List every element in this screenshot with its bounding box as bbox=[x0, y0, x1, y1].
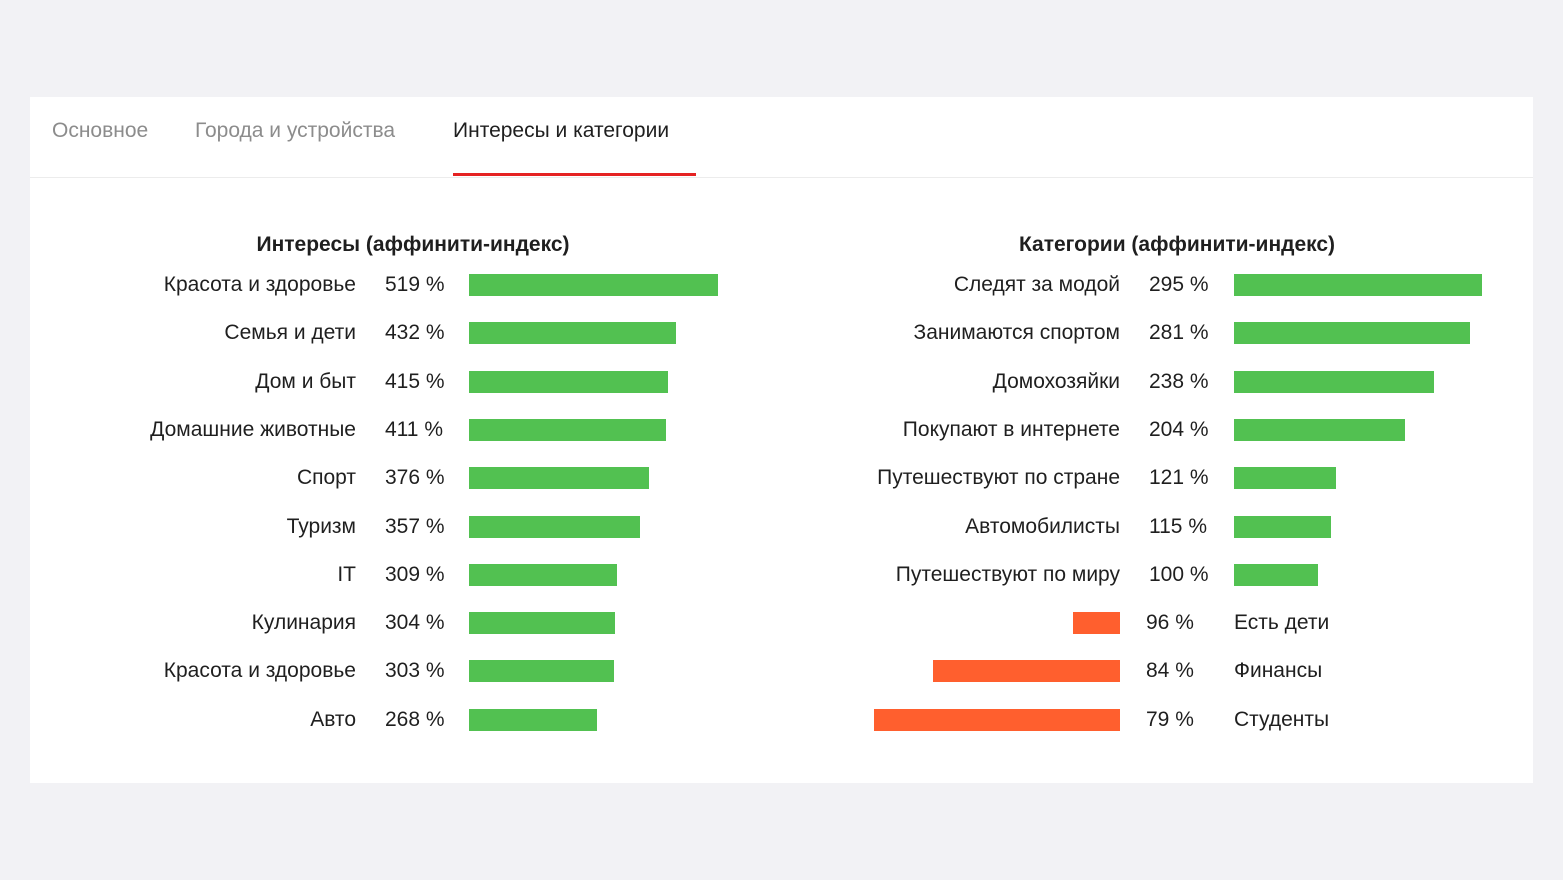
interest-label: Авто bbox=[310, 707, 356, 731]
interest-value: 415 % bbox=[385, 369, 445, 393]
category-label: Автомобилисты bbox=[965, 514, 1120, 538]
category-bar bbox=[1234, 418, 1406, 441]
tab-main[interactable]: Основное bbox=[52, 119, 149, 142]
category-value: 96 % bbox=[1146, 611, 1194, 635]
interest-bar bbox=[469, 708, 598, 731]
tab-bar: Основное Города и устройства Интересы и … bbox=[30, 97, 1533, 178]
category-value: 295 % bbox=[1149, 273, 1209, 296]
interest-label: Кулинария bbox=[251, 611, 356, 635]
category-label: Занимаются спортом bbox=[913, 321, 1120, 345]
category-bar bbox=[1234, 274, 1482, 296]
interest-value: 309 % bbox=[385, 562, 445, 586]
category-bar bbox=[1234, 515, 1331, 538]
category-label: Путешествуют по стране bbox=[877, 466, 1120, 490]
interest-label: Дом и быт bbox=[255, 369, 356, 393]
interest-label: IT bbox=[337, 562, 356, 586]
category-label: Студенты bbox=[1234, 707, 1330, 731]
category-value: 238 % bbox=[1149, 369, 1209, 393]
interest-bar bbox=[469, 660, 615, 683]
interest-label: Красота и здоровье bbox=[163, 273, 356, 296]
category-label: Следят за модой bbox=[953, 273, 1120, 296]
interest-label: Туризм bbox=[286, 514, 356, 538]
category-bar-negative bbox=[1073, 612, 1120, 635]
category-bar bbox=[1234, 370, 1434, 393]
affinity-card: Основное Города и устройства Интересы и … bbox=[30, 97, 1533, 783]
category-bar bbox=[1234, 322, 1471, 345]
interest-bar bbox=[469, 612, 615, 635]
category-value: 79 % bbox=[1146, 707, 1194, 731]
interest-label: Семья и дети bbox=[224, 321, 356, 345]
categories-chart-title: Категории (аффинити-индекс) bbox=[1018, 233, 1336, 256]
tab-interests-categories[interactable]: Интересы и категории bbox=[453, 117, 696, 176]
category-value: 204 % bbox=[1149, 417, 1209, 441]
interest-bar bbox=[469, 563, 617, 586]
category-label: Есть дети bbox=[1234, 611, 1330, 635]
interest-value: 411 % bbox=[385, 417, 443, 441]
interests-chart-title: Интересы (аффинити-индекс) bbox=[256, 233, 570, 256]
interest-bar bbox=[469, 418, 666, 441]
interest-label: Домашние животные bbox=[150, 417, 356, 441]
interest-value: 519 % bbox=[385, 273, 445, 296]
category-bar-negative bbox=[932, 660, 1120, 683]
category-label: Покупают в интернете bbox=[902, 417, 1120, 441]
interest-label: Спорт bbox=[296, 466, 356, 490]
interest-bar bbox=[469, 370, 668, 393]
interest-value: 376 % bbox=[385, 466, 445, 490]
interest-bar bbox=[469, 467, 650, 490]
tab-cities-devices[interactable]: Города и устройства bbox=[195, 119, 396, 142]
interest-bar bbox=[469, 515, 640, 538]
category-value: 100 % bbox=[1149, 562, 1209, 586]
interest-bar bbox=[469, 274, 718, 296]
interest-bar bbox=[469, 322, 676, 345]
category-bar-negative bbox=[874, 708, 1120, 731]
category-label: Путешествуют по миру bbox=[895, 562, 1120, 586]
interest-value: 268 % bbox=[385, 707, 445, 731]
category-value: 115 % bbox=[1149, 514, 1207, 538]
category-label: Домохозяйки bbox=[992, 369, 1120, 393]
category-bar bbox=[1234, 563, 1318, 586]
interest-value: 357 % bbox=[385, 514, 445, 538]
interest-value: 432 % bbox=[385, 321, 445, 345]
interest-value: 304 % bbox=[385, 611, 445, 635]
category-value: 84 % bbox=[1146, 659, 1194, 683]
interest-value: 303 % bbox=[385, 659, 445, 683]
interest-label: Красота и здоровье bbox=[163, 659, 356, 683]
category-value: 121 % bbox=[1149, 466, 1209, 490]
category-bar bbox=[1234, 467, 1336, 490]
category-label: Финансы bbox=[1234, 659, 1323, 683]
category-value: 281 % bbox=[1149, 321, 1209, 345]
